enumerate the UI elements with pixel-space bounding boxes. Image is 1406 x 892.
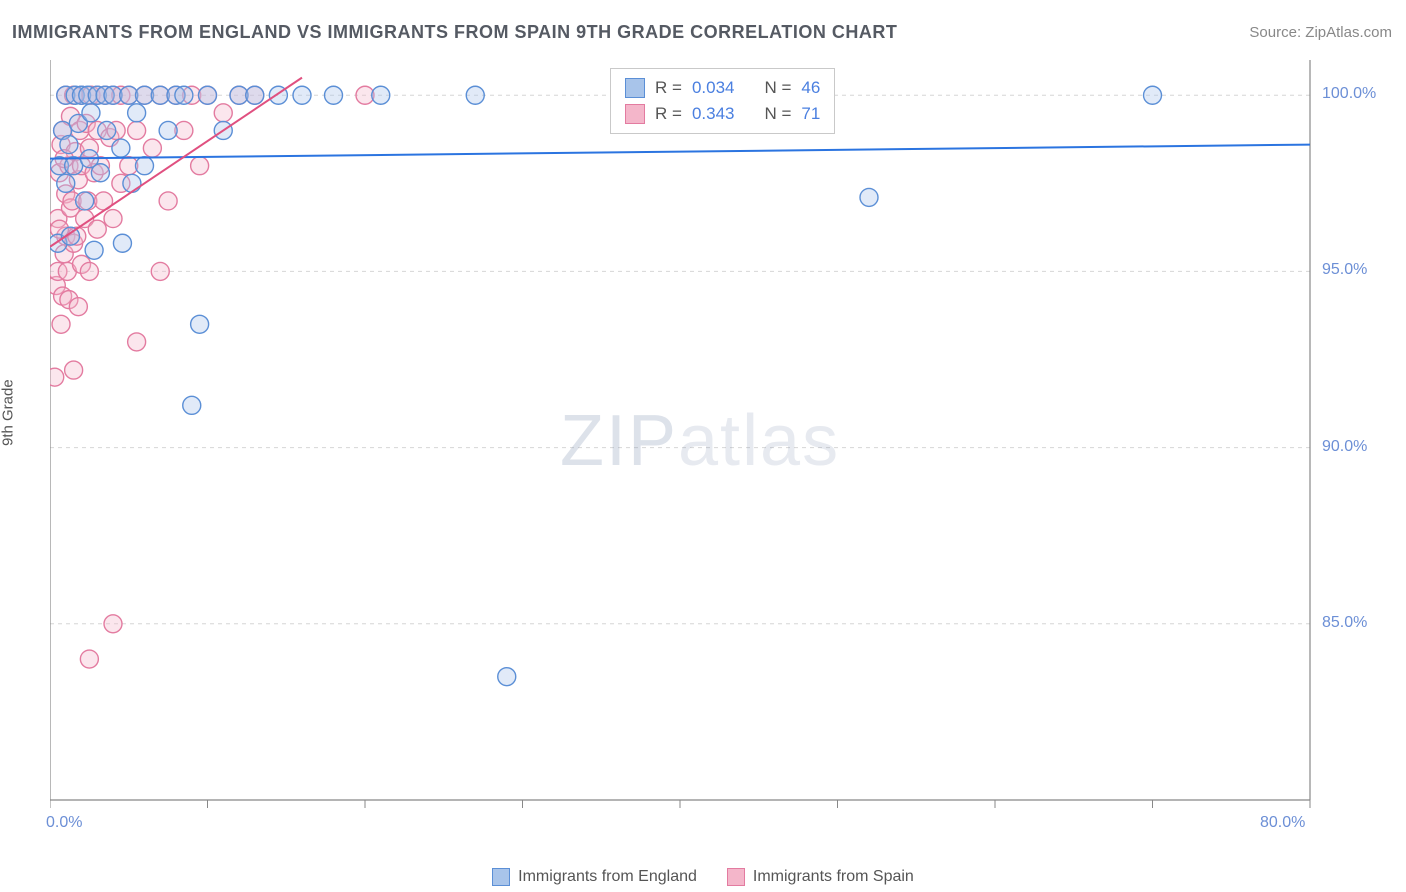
legend-label-england: Immigrants from England [518, 868, 697, 886]
source-label: Source: [1249, 24, 1305, 41]
r-label: R = [655, 78, 682, 98]
swatch-spain [625, 104, 645, 124]
plot-area [50, 60, 1350, 820]
x-tick-label: 80.0% [1260, 814, 1305, 832]
scatter-plot-svg [50, 60, 1350, 820]
x-tick-label: 0.0% [46, 814, 82, 832]
y-tick-label: 95.0% [1322, 261, 1367, 279]
legend-label-spain: Immigrants from Spain [753, 868, 914, 886]
n-value-spain: 71 [801, 104, 820, 124]
legend-swatch-england [492, 868, 510, 886]
y-tick-label: 90.0% [1322, 438, 1367, 456]
legend-swatch-spain [727, 868, 745, 886]
stats-row-england: R = 0.034 N = 46 [625, 75, 820, 101]
r-value-england: 0.034 [692, 78, 735, 98]
legend-item-spain: Immigrants from Spain [727, 868, 914, 886]
chart-source: Source: ZipAtlas.com [1249, 24, 1392, 41]
r-label-2: R = [655, 104, 682, 124]
n-label-2: N = [764, 104, 791, 124]
bottom-legend: Immigrants from England Immigrants from … [0, 868, 1406, 886]
stats-row-spain: R = 0.343 N = 71 [625, 101, 820, 127]
r-value-spain: 0.343 [692, 104, 735, 124]
chart-container: IMMIGRANTS FROM ENGLAND VS IMMIGRANTS FR… [0, 0, 1406, 892]
swatch-england [625, 78, 645, 98]
n-value-england: 46 [801, 78, 820, 98]
y-tick-label: 85.0% [1322, 614, 1367, 632]
y-axis-label: 9th Grade [0, 379, 17, 446]
chart-title: IMMIGRANTS FROM ENGLAND VS IMMIGRANTS FR… [12, 22, 897, 43]
stats-legend: R = 0.034 N = 46 R = 0.343 N = 71 [610, 68, 835, 134]
source-link[interactable]: ZipAtlas.com [1305, 24, 1392, 41]
y-tick-label: 100.0% [1322, 85, 1376, 103]
legend-item-england: Immigrants from England [492, 868, 697, 886]
n-label: N = [764, 78, 791, 98]
